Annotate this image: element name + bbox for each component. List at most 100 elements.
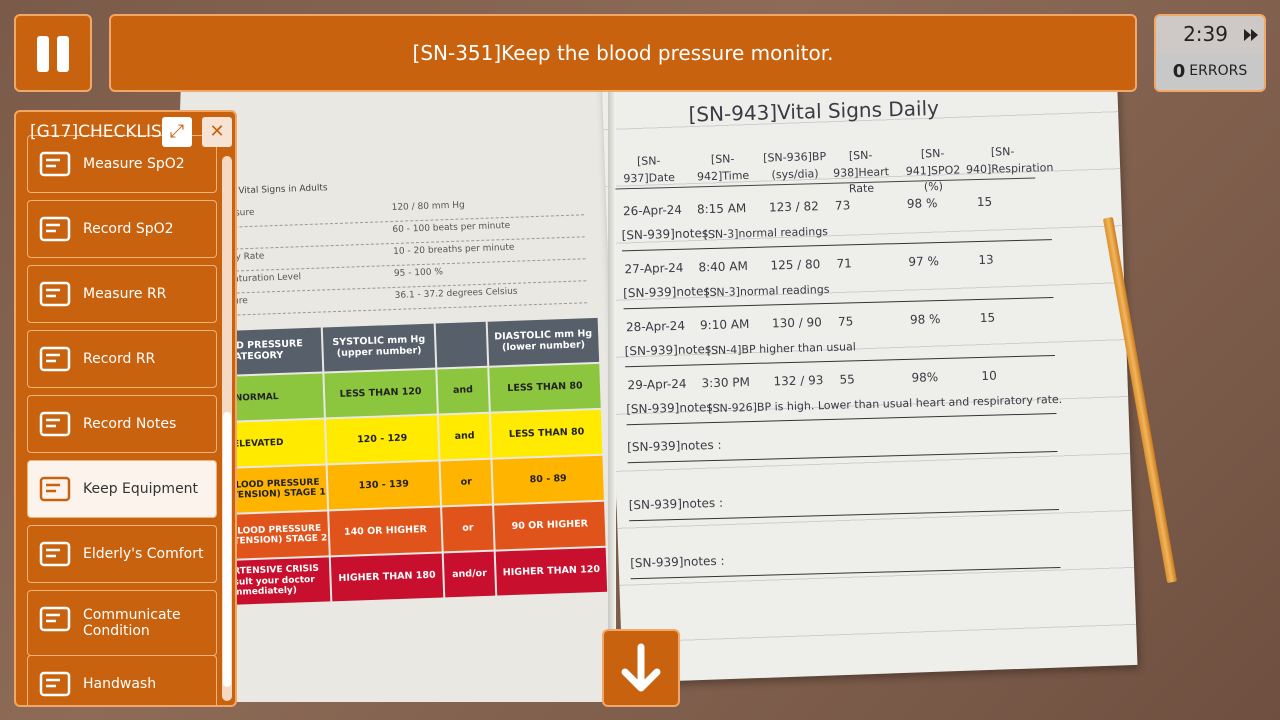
bp-cell: or [440, 459, 493, 506]
cell: 29-Apr-24 [627, 376, 687, 393]
note-label: [SN-939]notes : [628, 495, 724, 513]
bp-cell: DIASTOLIC mm Hg (lower number) [487, 317, 600, 366]
column-header: [SN-941]SPO2 (%) [905, 146, 961, 194]
column-header: [SN-936]BP (sys/dia) [763, 149, 827, 181]
item-icon [39, 411, 71, 437]
item-icon [39, 476, 71, 502]
cell: 15 [979, 310, 996, 325]
rule-line [625, 355, 1055, 368]
cell: 125 / 80 [770, 257, 821, 273]
instruction-bar: [SN-351]Keep the blood pressure monitor. [109, 14, 1137, 92]
checklist-title: [G17]CHECKLIST [30, 122, 173, 142]
rule-line [629, 508, 1059, 522]
errors-label: ERRORS [1189, 63, 1248, 79]
cell: 8:40 AM [698, 259, 749, 275]
cell: 98 % [906, 196, 938, 211]
item-label: Handwash [83, 676, 157, 692]
errors-row: 0 ERRORS [1156, 54, 1264, 88]
bp-cell [435, 321, 488, 368]
bp-cell: and [437, 367, 489, 414]
item-icon [39, 216, 71, 242]
bp-cell: and/or [443, 551, 496, 598]
checklist-item[interactable]: Record Notes [27, 395, 217, 453]
cell: 3:30 PM [701, 375, 751, 391]
item-icon [39, 606, 71, 632]
cell: 132 / 93 [773, 373, 824, 389]
bp-cell: LESS THAN 80 [489, 363, 601, 412]
item-icon [39, 151, 71, 177]
item-icon [39, 346, 71, 372]
cell: 13 [978, 252, 994, 267]
checklist-item[interactable]: Handwash [27, 655, 217, 705]
scroll-down-button[interactable] [602, 629, 680, 707]
checklist-panel: [G17]CHECKLIST ⤢ ✕ Measure SpO2 Record Sp… [14, 110, 237, 707]
bp-cell: HIGHER THAN 180 [330, 553, 444, 602]
close-button[interactable]: ✕ [202, 117, 232, 147]
note: [SN-926]BP is high. Lower than usual hea… [708, 392, 1063, 416]
checklist-item[interactable]: Record SpO2 [27, 200, 217, 258]
fast-forward-icon[interactable] [1244, 29, 1258, 41]
rule-line [630, 566, 1061, 580]
pause-icon [37, 36, 49, 72]
bp-cell: SYSTOLIC mm Hg (upper number) [322, 323, 436, 372]
bp-cell: LESS THAN 80 [490, 409, 603, 458]
note: [SN-3]normal readings [703, 224, 829, 242]
bp-cell: LESS THAN 120 [324, 369, 437, 418]
note-label: [SN-939]notes : [622, 283, 718, 301]
spine [608, 90, 616, 690]
column-header: [SN-942]Time [696, 152, 750, 183]
item-label: Measure SpO2 [83, 156, 185, 172]
bp-cell: or [442, 505, 494, 552]
bp-cell: 90 OR HIGHER [494, 501, 606, 550]
item-icon [39, 671, 71, 697]
notebook-title: [SN-943]Vital Signs Daily [688, 95, 940, 127]
bp-cell: 140 OR HIGHER [329, 507, 442, 556]
bp-cell: HIGHER THAN 120 [495, 547, 608, 596]
cell: 98 % [909, 312, 941, 327]
bp-cell: 80 - 89 [492, 455, 604, 504]
item-icon [39, 541, 71, 567]
down-arrow-icon [621, 643, 661, 692]
note-label: [SN-939]notes : [627, 437, 722, 455]
note-label: [SN-939]notes : [630, 553, 725, 571]
note-label: [SN-939]notes : [624, 341, 720, 359]
item-label: Measure RR [83, 286, 167, 302]
cell: 71 [836, 256, 852, 271]
timer-box: 2:39 0 ERRORS [1154, 14, 1266, 92]
column-header: [SN-937]Date [623, 154, 676, 185]
cell: 28-Apr-24 [625, 318, 686, 335]
checklist-item[interactable]: Elderly's Comfort [27, 525, 217, 583]
item-label: Elderly's Comfort [83, 546, 204, 562]
pause-button[interactable] [14, 14, 92, 92]
cell: 15 [976, 194, 993, 210]
note: [SN-4]BP higher than usual [706, 340, 856, 358]
item-label: Communicate Condition [83, 607, 181, 639]
instruction: [SN-351]Keep the blood pressure monitor. [412, 41, 834, 65]
cell: 130 / 90 [771, 315, 823, 331]
cell: 73 [834, 198, 851, 213]
checklist-item[interactable]: Measure RR [27, 265, 217, 323]
errors-count: 0 [1172, 60, 1186, 82]
rule-line [622, 239, 1052, 252]
cell: 9:10 AM [699, 317, 750, 333]
checklist-item[interactable]: Keep Equipment [27, 460, 217, 518]
cell: 98% [911, 370, 939, 385]
checklist-items: Measure SpO2 Record SpO2 Measure RR Record … [16, 112, 222, 705]
rule-line [626, 413, 1057, 426]
scroll-thumb[interactable] [223, 412, 231, 687]
cell: 10 [981, 368, 997, 383]
cell: 8:15 AM [696, 201, 747, 217]
bp-cell: 130 - 139 [327, 461, 441, 510]
rule-line [623, 297, 1054, 310]
checklist-item[interactable]: Record RR [27, 330, 217, 388]
note-label: [SN-939]notes : [626, 399, 721, 417]
cell: 75 [837, 314, 854, 329]
bp-cell: and [438, 413, 491, 460]
item-label: Record SpO2 [83, 221, 174, 237]
expand-button[interactable]: ⤢ [162, 117, 192, 147]
rule-line [627, 450, 1058, 464]
item-icon [39, 281, 71, 307]
checklist-item[interactable]: Communicate Condition [27, 590, 217, 656]
checklist-item[interactable]: Measure SpO2 [27, 135, 217, 193]
